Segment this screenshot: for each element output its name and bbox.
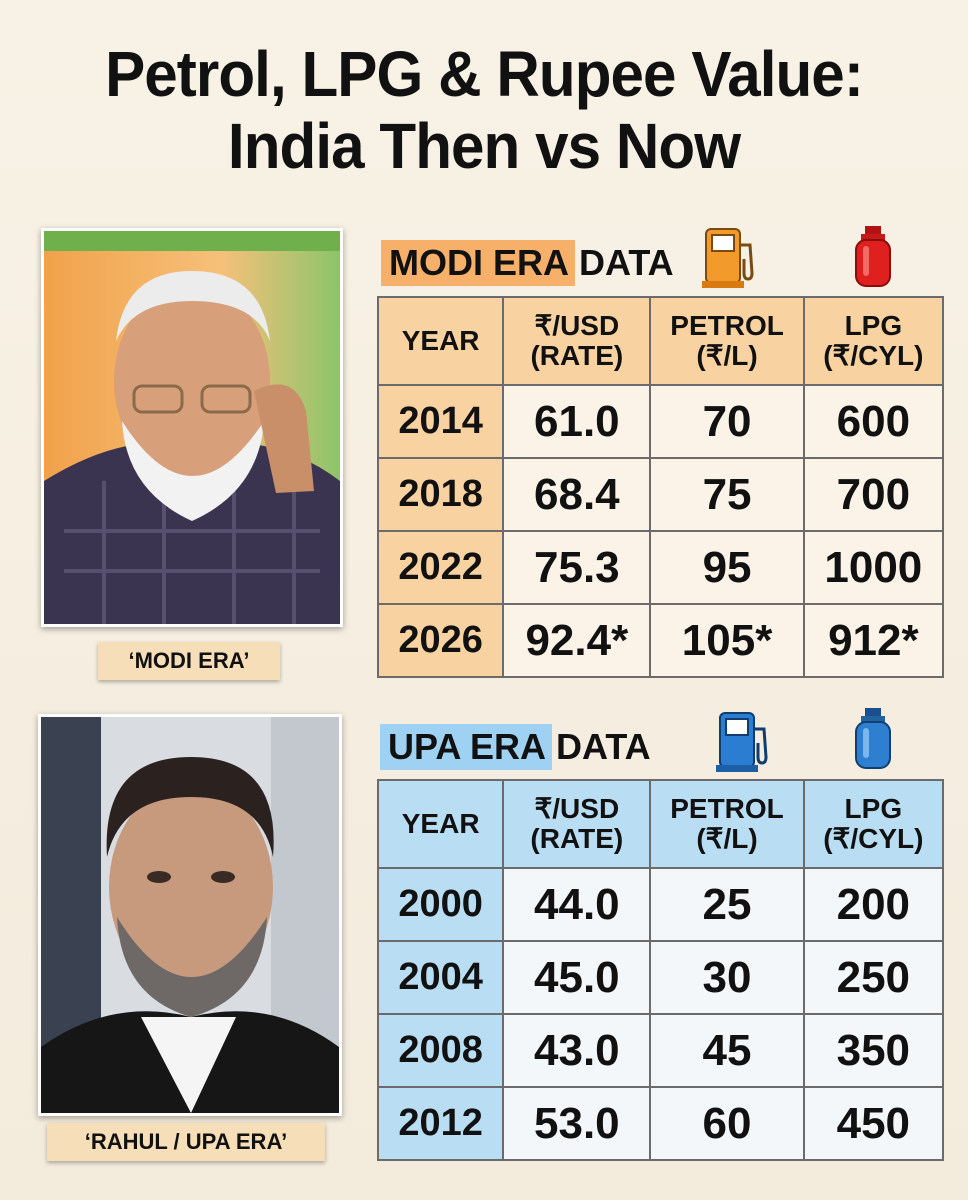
modi-era-table: YEAR ₹/USD (RATE) PETROL (₹/L) LPG (₹/CYL) … xyxy=(376,296,945,678)
year-cell: 2008 xyxy=(376,1013,505,1088)
petrol-price-cell: 30 xyxy=(649,940,805,1015)
lpg-price-cell: 250 xyxy=(802,940,945,1015)
col-petrol-header: PETROL (₹/L) xyxy=(649,296,805,386)
petrol-price-cell: 70 xyxy=(649,384,805,459)
col-year-header: YEAR xyxy=(376,779,505,869)
modi-caption: ‘MODI ERA’ xyxy=(98,642,280,680)
title-line-2: India Then vs Now xyxy=(227,110,741,182)
rahul-photo xyxy=(38,714,342,1116)
petrol-price-cell: 105* xyxy=(649,603,805,678)
table-row: 2000 44.0 25 200 xyxy=(376,867,945,942)
usd-rate-cell: 44.0 xyxy=(502,867,652,942)
col-usd-header: ₹/USD (RATE) xyxy=(502,296,652,386)
table-row: 2026 92.4* 105* 912* xyxy=(376,603,945,678)
col-lpg-header: LPG (₹/CYL) xyxy=(802,779,945,869)
modi-era-header: MODI ERA DATA xyxy=(381,240,674,286)
table-row: 2014 61.0 70 600 xyxy=(376,384,945,459)
rahul-caption: ‘RAHUL / UPA ERA’ xyxy=(47,1123,325,1161)
upa-era-data-label: DATA xyxy=(556,726,651,767)
usd-rate-cell: 75.3 xyxy=(502,530,652,605)
modi-photo xyxy=(41,228,343,627)
table-row: 2018 68.4 75 700 xyxy=(376,457,945,532)
table-row: 2004 45.0 30 250 xyxy=(376,940,945,1015)
petrol-price-cell: 75 xyxy=(649,457,805,532)
fuel-pump-icon xyxy=(702,228,754,288)
modi-era-data-label: DATA xyxy=(579,242,674,283)
title-line-1: Petrol, LPG & Rupee Value: xyxy=(105,38,864,110)
gas-cylinder-icon xyxy=(855,226,891,287)
lpg-price-cell: 912* xyxy=(802,603,945,678)
year-cell: 2018 xyxy=(376,457,505,532)
page-title: Petrol, LPG & Rupee Value: India Then vs… xyxy=(29,38,939,182)
year-cell: 2026 xyxy=(376,603,505,678)
petrol-price-cell: 95 xyxy=(649,530,805,605)
petrol-price-cell: 45 xyxy=(649,1013,805,1088)
lpg-price-cell: 200 xyxy=(802,867,945,942)
upa-era-header: UPA ERA DATA xyxy=(380,724,651,770)
col-lpg-header: LPG (₹/CYL) xyxy=(802,296,945,386)
lpg-price-cell: 1000 xyxy=(802,530,945,605)
upa-era-tag: UPA ERA xyxy=(380,724,553,770)
usd-rate-cell: 92.4* xyxy=(502,603,652,678)
col-petrol-header: PETROL (₹/L) xyxy=(649,779,805,869)
year-cell: 2012 xyxy=(376,1086,505,1161)
table-row: 2022 75.3 95 1000 xyxy=(376,530,945,605)
usd-rate-cell: 53.0 xyxy=(502,1086,652,1161)
table-row: 2012 53.0 60 450 xyxy=(376,1086,945,1161)
gas-cylinder-icon xyxy=(855,708,891,769)
lpg-price-cell: 600 xyxy=(802,384,945,459)
year-cell: 2022 xyxy=(376,530,505,605)
lpg-price-cell: 450 xyxy=(802,1086,945,1161)
upa-era-table: YEAR ₹/USD (RATE) PETROL (₹/L) LPG (₹/CYL) … xyxy=(376,779,945,1161)
usd-rate-cell: 43.0 xyxy=(502,1013,652,1088)
col-year-header: YEAR xyxy=(376,296,505,386)
usd-rate-cell: 61.0 xyxy=(502,384,652,459)
usd-rate-cell: 45.0 xyxy=(502,940,652,1015)
fuel-pump-icon xyxy=(716,712,768,772)
petrol-price-cell: 25 xyxy=(649,867,805,942)
petrol-price-cell: 60 xyxy=(649,1086,805,1161)
table-row: 2008 43.0 45 350 xyxy=(376,1013,945,1088)
usd-rate-cell: 68.4 xyxy=(502,457,652,532)
lpg-price-cell: 700 xyxy=(802,457,945,532)
year-cell: 2004 xyxy=(376,940,505,1015)
modi-era-tag: MODI ERA xyxy=(381,240,575,286)
year-cell: 2014 xyxy=(376,384,505,459)
year-cell: 2000 xyxy=(376,867,505,942)
col-usd-header: ₹/USD (RATE) xyxy=(502,779,652,869)
lpg-price-cell: 350 xyxy=(802,1013,945,1088)
